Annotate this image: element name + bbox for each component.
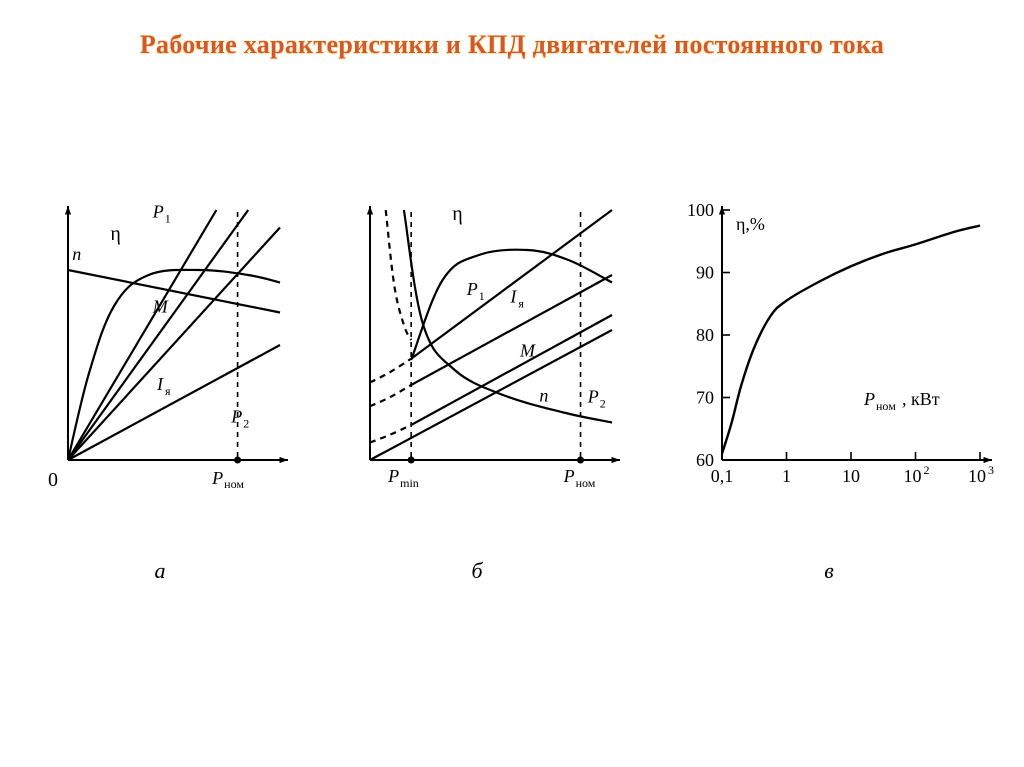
chart-c: 607080901000,1110102103η,%Pном, кВт	[664, 200, 994, 530]
svg-text:M: M	[519, 340, 536, 360]
svg-text:n: n	[539, 385, 548, 405]
svg-text:80: 80	[696, 325, 714, 345]
svg-text:10: 10	[968, 466, 986, 486]
svg-text:10: 10	[904, 466, 922, 486]
svg-text:3: 3	[988, 463, 994, 477]
svg-text:0,1: 0,1	[711, 466, 734, 486]
svg-text:я: я	[165, 384, 171, 398]
svg-text:P: P	[563, 466, 575, 486]
svg-text:I: I	[156, 374, 164, 394]
svg-text:100: 100	[687, 200, 714, 220]
svg-text:I: I	[509, 287, 517, 307]
panel-c-sub: в	[664, 558, 994, 584]
panel-b-sub: б	[332, 558, 622, 584]
svg-text:90: 90	[696, 263, 714, 283]
svg-text:1: 1	[165, 212, 171, 226]
panel-a-sub: а	[30, 558, 290, 584]
svg-text:я: я	[518, 297, 524, 311]
svg-text:70: 70	[696, 388, 714, 408]
svg-text:P: P	[230, 407, 242, 427]
page-title: Рабочие характеристики и КПД двигателей …	[0, 30, 1024, 60]
svg-text:η,%: η,%	[736, 214, 765, 234]
chart-b: PminPномηP1IяMnP2	[332, 200, 622, 530]
svg-text:2: 2	[243, 417, 249, 431]
panel-b: PminPномηP1IяMnP2 б	[332, 200, 622, 584]
panel-c: 607080901000,1110102103η,%Pном, кВт в	[664, 200, 994, 584]
svg-text:2: 2	[924, 463, 930, 477]
svg-text:η: η	[452, 203, 462, 225]
svg-text:ном: ном	[876, 399, 896, 413]
svg-text:n: n	[72, 244, 81, 264]
svg-text:ном: ном	[576, 476, 596, 490]
svg-text:M: M	[152, 297, 169, 317]
svg-text:P: P	[387, 466, 399, 486]
svg-text:1: 1	[479, 289, 485, 303]
chart-a: 0PномnηP1MIяP2	[30, 200, 290, 530]
svg-text:P: P	[863, 389, 875, 409]
svg-text:P: P	[587, 387, 599, 407]
svg-text:η: η	[110, 223, 120, 245]
svg-text:ном: ном	[224, 477, 244, 491]
panel-a: 0PномnηP1MIяP2 а	[30, 200, 290, 584]
svg-text:10: 10	[842, 466, 860, 486]
svg-text:0: 0	[48, 469, 58, 491]
svg-text:min: min	[400, 476, 419, 490]
panels-row: 0PномnηP1MIяP2 а PminPномηP1IяMnP2 б 607…	[30, 200, 994, 584]
svg-text:P: P	[152, 202, 164, 222]
svg-text:P: P	[466, 279, 478, 299]
svg-text:P: P	[211, 468, 223, 488]
svg-text:1: 1	[782, 466, 791, 486]
svg-text:2: 2	[600, 397, 606, 411]
svg-text:, кВт: , кВт	[902, 389, 940, 409]
